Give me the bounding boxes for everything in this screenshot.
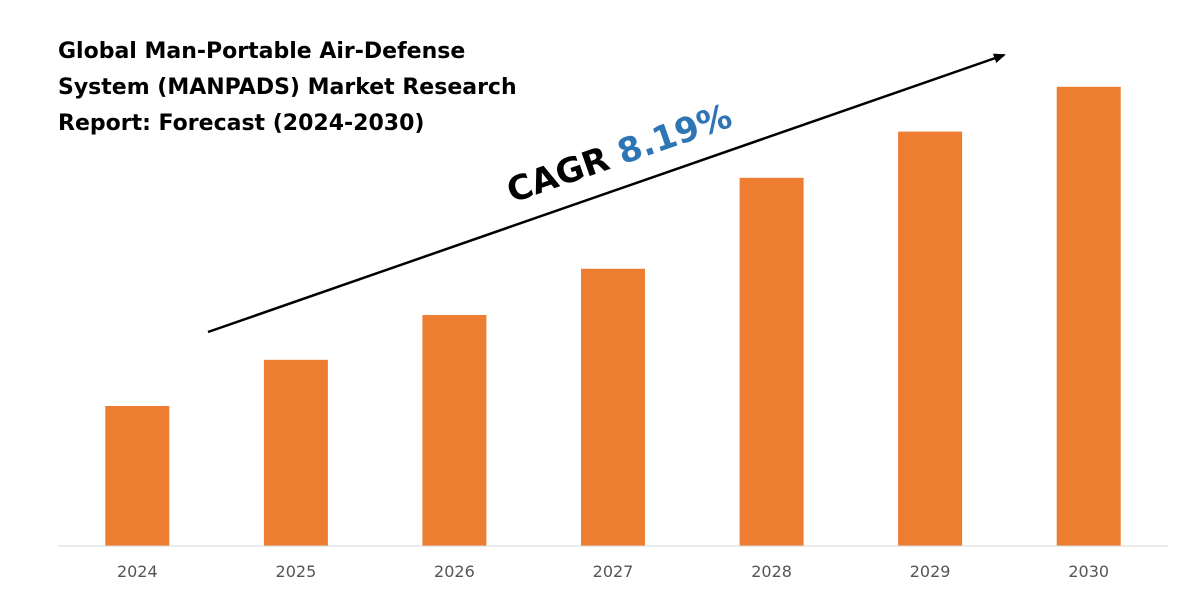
- bar-2029: [898, 131, 963, 546]
- bar-2025: [263, 359, 328, 546]
- x-tick-label-2026: 2026: [434, 562, 475, 581]
- chart-title: Global Man-Portable Air-Defense System (…: [58, 39, 517, 136]
- cagr-annotation-prefix: CAGR: [502, 135, 626, 211]
- chart-title-line-2: System (MANPADS) Market Research: [58, 75, 517, 100]
- trend-arrow: [207, 53, 1006, 334]
- x-tick-label-2029: 2029: [910, 562, 951, 581]
- cagr-annotation-value: 8.19%: [612, 96, 737, 173]
- bar-2026: [422, 315, 487, 546]
- bar-series: [105, 86, 1121, 547]
- chart-title-line-1: Global Man-Portable Air-Defense: [58, 39, 465, 64]
- x-tick-label-2027: 2027: [593, 562, 634, 581]
- x-tick-label-2028: 2028: [751, 562, 792, 581]
- chart-title-line-3: Report: Forecast (2024-2030): [58, 111, 424, 136]
- x-tick-label-2030: 2030: [1068, 562, 1109, 581]
- cagr-annotation: CAGR 8.19%: [502, 96, 737, 211]
- x-tick-label-2024: 2024: [117, 562, 158, 581]
- x-axis-tick-labels: 2024 2025 2026 2027 2028 2029 2030: [117, 562, 1109, 581]
- bar-2024: [105, 406, 170, 546]
- bar-2030: [1056, 86, 1121, 547]
- bar-2028: [739, 177, 804, 547]
- x-tick-label-2025: 2025: [276, 562, 317, 581]
- bar-2027: [581, 268, 645, 546]
